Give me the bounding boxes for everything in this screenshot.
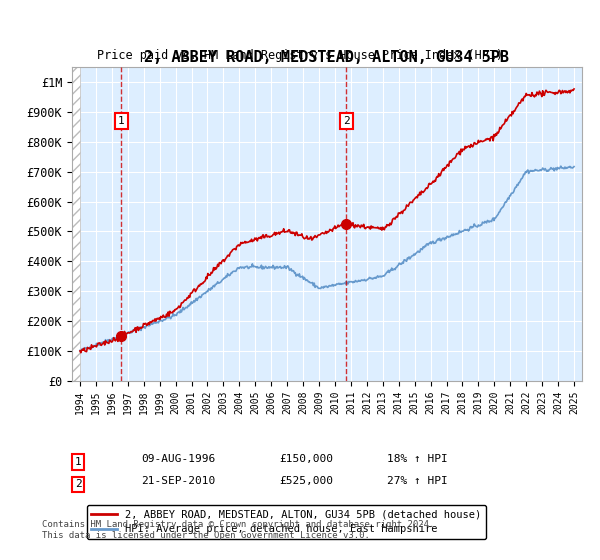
Text: 09-AUG-1996: 09-AUG-1996 xyxy=(141,454,215,464)
Text: 1: 1 xyxy=(74,457,82,467)
Text: £525,000: £525,000 xyxy=(279,477,333,487)
Text: 2: 2 xyxy=(74,479,82,489)
Text: 18% ↑ HPI: 18% ↑ HPI xyxy=(387,454,448,464)
Text: Contains HM Land Registry data © Crown copyright and database right 2024.
This d: Contains HM Land Registry data © Crown c… xyxy=(42,520,434,540)
Legend: 2, ABBEY ROAD, MEDSTEAD, ALTON, GU34 5PB (detached house), HPI: Average price, d: 2, ABBEY ROAD, MEDSTEAD, ALTON, GU34 5PB… xyxy=(87,505,485,539)
Text: £150,000: £150,000 xyxy=(279,454,333,464)
Text: 1: 1 xyxy=(118,116,125,126)
Title: 2, ABBEY ROAD, MEDSTEAD, ALTON, GU34 5PB: 2, ABBEY ROAD, MEDSTEAD, ALTON, GU34 5PB xyxy=(145,50,509,64)
Text: 27% ↑ HPI: 27% ↑ HPI xyxy=(387,477,448,487)
Text: 21-SEP-2010: 21-SEP-2010 xyxy=(141,477,215,487)
Text: Price paid vs. HM Land Registry's House Price Index (HPI): Price paid vs. HM Land Registry's House … xyxy=(97,49,503,62)
Text: 2: 2 xyxy=(343,116,350,126)
